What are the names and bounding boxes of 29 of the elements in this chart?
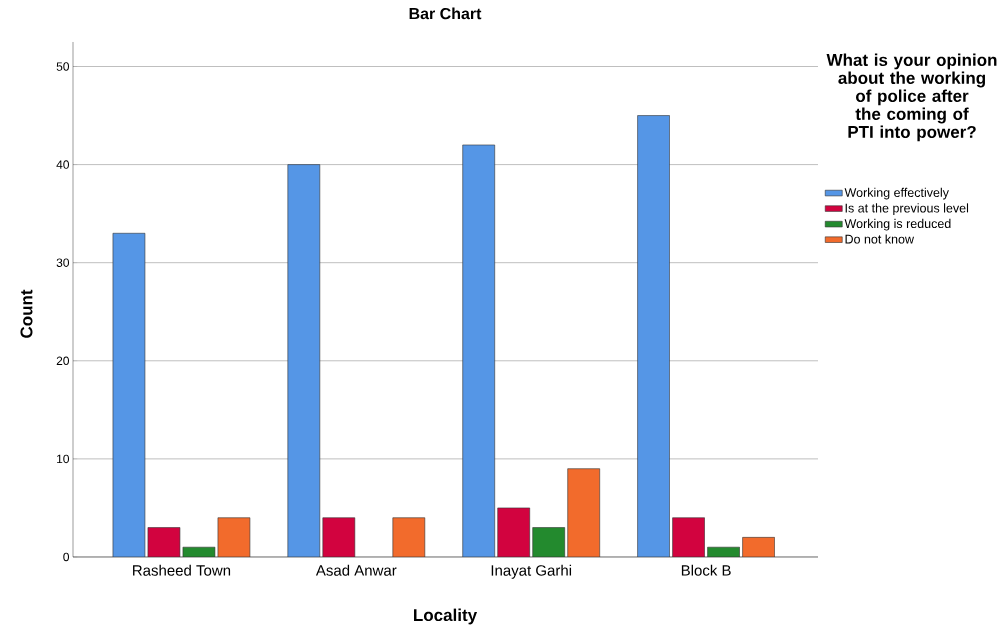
bar <box>637 115 670 557</box>
x-axis-title: Locality <box>414 608 478 625</box>
bar <box>672 517 705 557</box>
bar <box>497 507 530 557</box>
y-tick-label: 0 <box>63 552 70 562</box>
chart-title: Bar Chart <box>409 7 482 20</box>
bar <box>707 546 740 557</box>
y-tick-label: 20 <box>56 356 70 366</box>
y-tick-label: 40 <box>56 160 70 169</box>
bar <box>532 527 565 557</box>
y-tick-label: 50 <box>56 62 70 71</box>
bar <box>742 537 775 557</box>
x-tick-label: Asad Anwar <box>315 564 397 576</box>
legend-label: Is at the previous level <box>845 203 969 215</box>
bar <box>462 144 495 557</box>
legend-label: Working is reduced <box>844 218 951 231</box>
legend-label: Working effectively <box>844 187 949 200</box>
y-axis-title: Count <box>20 289 33 338</box>
bar <box>287 164 321 557</box>
x-tick-label: Block B <box>681 564 731 576</box>
bar <box>392 517 426 557</box>
legend-label: Do not know <box>845 234 915 244</box>
bar <box>567 468 600 557</box>
x-tick-label: Rasheed Town <box>133 564 231 576</box>
y-tick-label: 30 <box>56 258 70 267</box>
x-tick-label: Inayat Garhi <box>491 564 572 579</box>
bar <box>322 517 356 557</box>
legend-title: What is your opinion about the working of police after the coming of PTI into power? <box>826 53 997 142</box>
y-tick-label: 10 <box>57 454 70 464</box>
